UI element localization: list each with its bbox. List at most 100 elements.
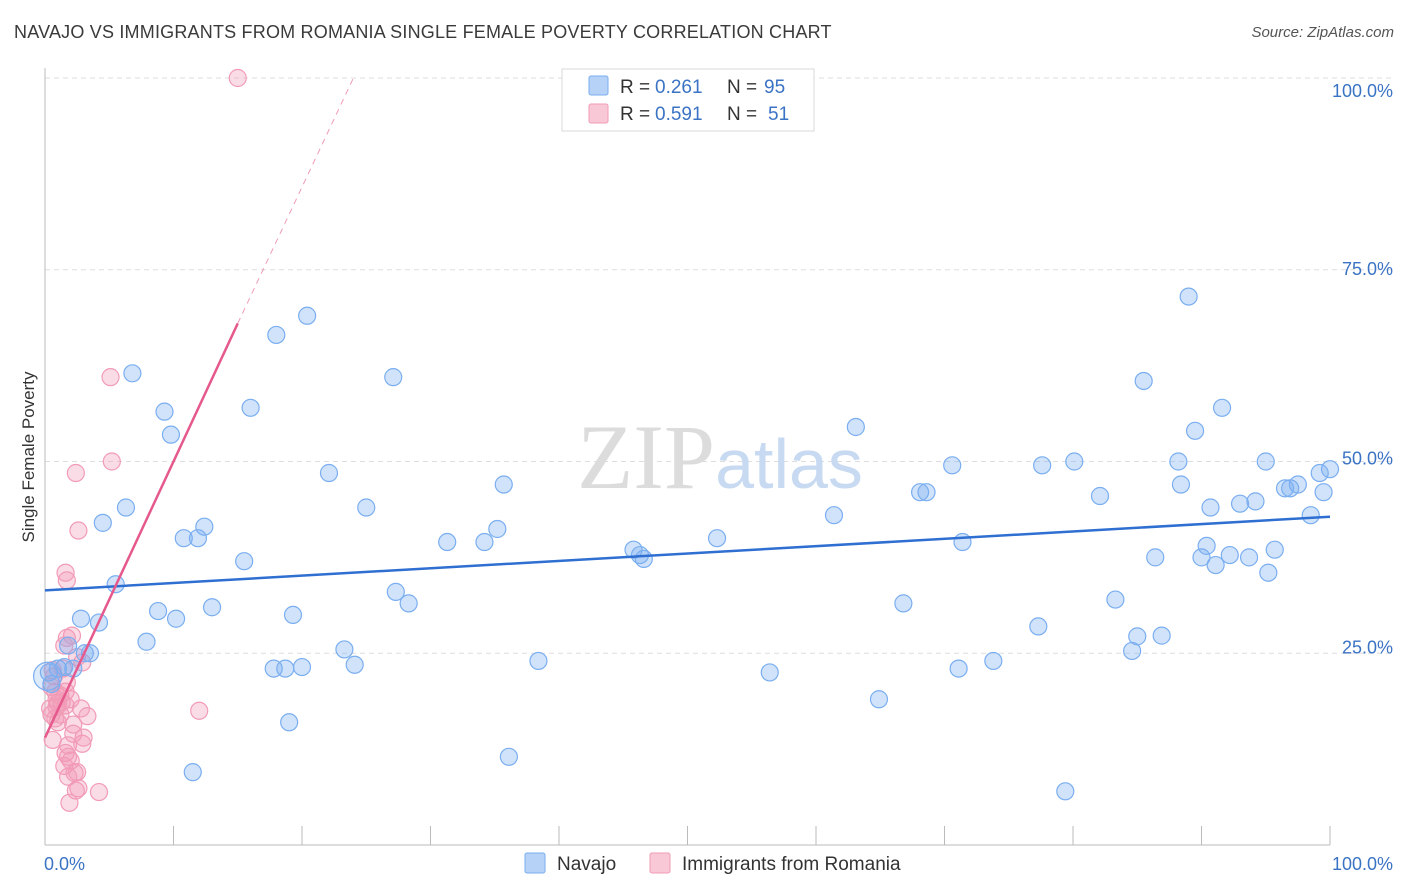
navajo-point xyxy=(276,659,295,678)
watermark: ZIPatlas xyxy=(577,406,863,508)
navajo-point xyxy=(71,609,91,628)
navajo-point xyxy=(335,640,354,659)
navajo-point xyxy=(1301,506,1320,525)
navajo-points xyxy=(32,287,1340,801)
navajo-point xyxy=(1146,548,1165,567)
stats-legend: R = 0.261 N = 95 R = 0.591 N = 51 xyxy=(561,68,815,132)
navajo-point xyxy=(1134,371,1153,391)
romania-trend-extension xyxy=(237,77,354,324)
navajo-point xyxy=(1314,483,1333,502)
navajo-point xyxy=(1171,475,1191,494)
navajo-point xyxy=(1106,590,1125,609)
navajo-point xyxy=(760,663,779,682)
romania-point xyxy=(64,724,83,743)
romania-point xyxy=(89,782,109,802)
navajo-point xyxy=(953,532,972,552)
navajo-point xyxy=(1197,536,1216,555)
navajo-n-label: N = xyxy=(727,77,757,98)
navajo-point xyxy=(183,763,202,782)
navajo-point xyxy=(155,402,174,421)
romania-r-label: R = xyxy=(620,104,650,125)
navajo-point xyxy=(869,690,889,709)
navajo-point xyxy=(1265,540,1284,559)
navajo-point xyxy=(235,552,254,571)
navajo-point xyxy=(188,529,208,548)
navajo-point xyxy=(494,475,513,494)
romania-point xyxy=(102,452,121,471)
navajo-point xyxy=(55,657,74,677)
navajo-point xyxy=(1212,398,1232,417)
navajo-point xyxy=(1179,287,1198,306)
navajo-point xyxy=(1288,475,1307,494)
navajo-point xyxy=(894,594,913,613)
y-tick-label: 50.0% xyxy=(1342,449,1393,469)
romania-point xyxy=(69,521,88,540)
navajo-r-label: R = xyxy=(620,77,650,98)
navajo-point xyxy=(384,368,403,387)
navajo-point xyxy=(357,498,376,517)
navajo-point xyxy=(123,364,142,383)
y-tick-label: 100.0% xyxy=(1332,81,1393,101)
romania-point xyxy=(56,743,75,763)
romania-point xyxy=(68,763,87,782)
romania-point xyxy=(73,734,92,753)
navajo-point xyxy=(824,506,844,525)
navajo-point xyxy=(345,655,364,674)
romania-point xyxy=(59,767,78,786)
romania-point xyxy=(57,571,76,590)
navajo-point xyxy=(137,632,156,651)
romania-swatch xyxy=(588,103,609,124)
navajo-point xyxy=(166,609,186,628)
navajo-point xyxy=(267,325,286,345)
navajo-point xyxy=(1056,782,1075,801)
y-tick-labels: 25.0% 50.0% 75.0% 100.0% xyxy=(1332,81,1393,657)
romania-point xyxy=(55,636,74,655)
navajo-point xyxy=(48,659,67,678)
navajo-point xyxy=(634,549,653,569)
romania-point xyxy=(60,793,79,812)
navajo-point xyxy=(59,636,78,655)
chart-title: NAVAJO VS IMMIGRANTS FROM ROMANIA SINGLE… xyxy=(14,22,832,42)
navajo-point xyxy=(984,651,1003,671)
navajo-point xyxy=(1201,498,1220,517)
navajo-point xyxy=(1310,463,1329,483)
navajo-point xyxy=(195,517,214,536)
navajo-point xyxy=(917,483,936,502)
navajo-point xyxy=(298,306,317,325)
legend-romania-label: Immigrants from Romania xyxy=(682,854,901,875)
romania-point xyxy=(74,728,93,747)
navajo-n-value: 95 xyxy=(764,77,785,98)
navajo-point xyxy=(1029,617,1048,636)
navajo-point xyxy=(32,661,63,691)
romania-n-label: N = xyxy=(727,104,757,125)
navajo-point xyxy=(1256,452,1275,471)
navajo-point xyxy=(438,532,457,552)
navajo-point xyxy=(949,659,968,678)
navajo-point xyxy=(1246,492,1265,511)
navajo-point xyxy=(846,417,865,437)
navajo-point xyxy=(386,582,405,601)
romania-point xyxy=(101,368,120,387)
navajo-trend-line xyxy=(44,515,1331,592)
navajo-point xyxy=(1033,456,1052,475)
navajo-point xyxy=(910,483,930,502)
navajo-point xyxy=(1206,555,1225,575)
y-axis-title: Single Female Poverty xyxy=(19,371,38,543)
navajo-point xyxy=(148,601,168,621)
romania-point xyxy=(62,626,82,645)
romania-n-value: 51 xyxy=(768,104,789,125)
romania-trend-line xyxy=(43,322,239,739)
x-tick-label: 0.0% xyxy=(44,854,85,874)
navajo-point xyxy=(1220,545,1239,565)
legend-navajo-swatch xyxy=(524,852,546,874)
romania-r-value: 0.591 xyxy=(655,104,703,125)
navajo-point xyxy=(280,713,299,732)
navajo-point xyxy=(1128,627,1147,646)
navajo-point xyxy=(241,398,260,417)
navajo-point xyxy=(292,657,312,677)
navajo-point xyxy=(488,519,507,539)
navajo-point xyxy=(161,425,181,444)
romania-point xyxy=(64,715,83,734)
y-tick-label: 25.0% xyxy=(1342,637,1393,657)
